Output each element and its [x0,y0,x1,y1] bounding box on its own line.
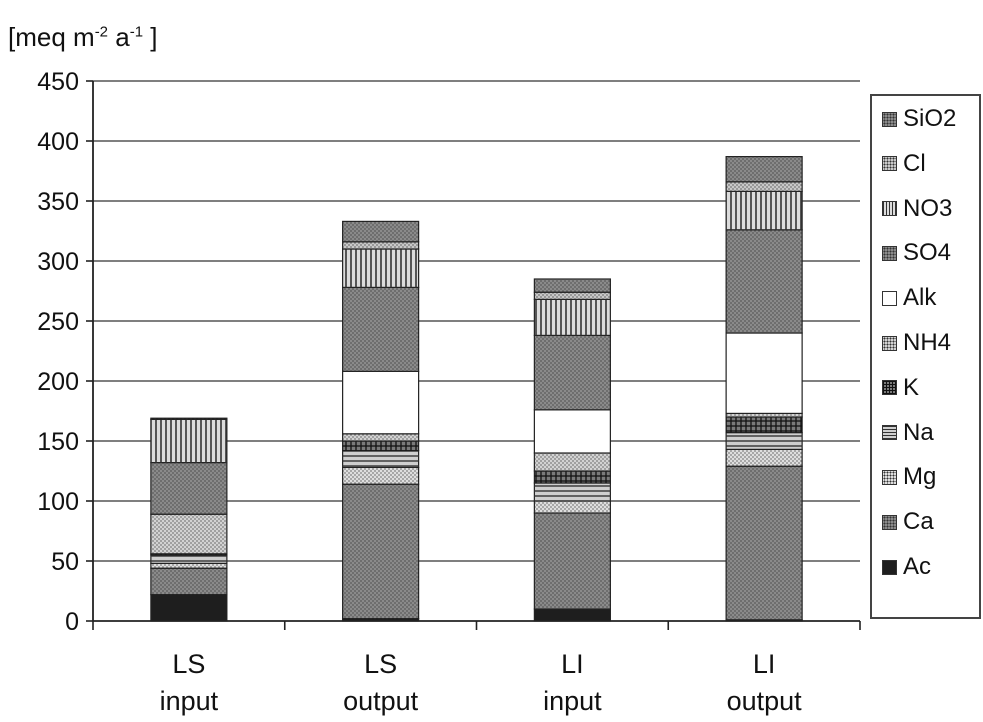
y-tick-label: 50 [51,548,79,576]
bar-segment-pattern [343,221,419,241]
legend-label: Na [903,419,934,447]
legend-swatch [882,112,897,127]
bar-segment-pattern [534,483,610,501]
bars [151,157,802,621]
legend-item: Cl [882,149,926,179]
y-tick-label: 200 [37,368,79,396]
bar-segment-pattern [534,299,610,335]
legend-swatch [882,560,897,575]
bar-segment-pattern [534,292,610,299]
bar-segment-pattern [151,514,227,554]
legend-item: Na [882,418,934,448]
bar-segment-pattern [534,501,610,513]
legend-swatch [882,246,897,261]
legend-swatch [882,291,897,306]
bar-segment-ac [151,595,227,621]
bar-segment-pattern [151,463,227,515]
x-tick-label: input [543,686,602,716]
x-tick-label: LS [364,649,397,679]
bar-segment-alk [726,333,802,413]
x-tick-label: LI [753,649,776,679]
x-tick-label: output [727,686,803,716]
legend-swatch [882,425,897,440]
y-tick-label: 250 [37,308,79,336]
legend-label: NO3 [903,195,952,223]
bar-segment-ac [534,609,610,621]
bar-segment-pattern [534,513,610,609]
bar-segment-pattern [726,417,802,433]
y-tick-label: 100 [37,488,79,516]
bar-segment-pattern [726,157,802,182]
legend-label: Ac [903,553,931,581]
legend-label: SiO2 [903,105,956,133]
bar-segment-pattern [534,279,610,292]
bar-segment-pattern [726,433,802,450]
bar-segment-pattern [343,451,419,468]
y-tick-label: 350 [37,188,79,216]
bar-segment-pattern [726,449,802,466]
legend-item: SiO2 [882,104,956,134]
legend-swatch [882,201,897,216]
x-tick-label: LS [172,649,205,679]
bar-segment-pattern [343,287,419,371]
legend-label: Cl [903,150,926,178]
bar-segment-pattern [343,484,419,618]
legend: SiO2 Cl NO3 SO4 Alk NH4 K Na Mg Ca Ac [870,94,981,619]
legend-swatch [882,156,897,171]
bar-segment-pattern [726,182,802,192]
legend-swatch [882,336,897,351]
bar-segment-pattern [726,466,802,620]
bar-segment-pattern [151,418,227,419]
bar-segment-pattern [343,434,419,441]
stacked-bar-chart: 0 50 100 150 200 250 300 350 400 450 LS input LS outp… [0,0,870,722]
y-tick-label: 300 [37,248,79,276]
legend-item: Alk [882,283,936,313]
legend-label: Alk [903,284,936,312]
legend-item: SO4 [882,238,951,268]
bar-segment-pattern [534,335,610,409]
legend-swatch [882,470,897,485]
bar-segment-alk [534,410,610,453]
bar-segment-pattern [726,230,802,333]
y-tick-label: 400 [37,128,79,156]
y-tick-label: 150 [37,428,79,456]
bar-segment-pattern [151,568,227,594]
bar-segment-pattern [343,249,419,287]
bar-segment-alk [343,371,419,433]
legend-swatch [882,515,897,530]
legend-item: NO3 [882,194,952,224]
legend-label: Ca [903,508,934,536]
y-tick-label: 450 [37,68,79,96]
bar-segment-pattern [151,555,227,563]
legend-label: SO4 [903,239,951,267]
x-tick-label: input [160,686,219,716]
bar-segment-pattern [534,471,610,483]
x-tick-label: LI [561,649,584,679]
x-tick-label: output [343,686,419,716]
legend-label: NH4 [903,329,951,357]
legend-label: K [903,374,919,402]
bar-segment-pattern [343,467,419,484]
bar-segment-pattern [343,441,419,451]
bar-segment-pattern [534,453,610,471]
legend-swatch [882,380,897,395]
y-tick-label: 0 [65,608,79,636]
legend-item: Mg [882,462,936,492]
legend-item: Ac [882,552,931,582]
legend-item: K [882,373,919,403]
legend-label: Mg [903,463,936,491]
legend-item: Ca [882,507,934,537]
legend-item: NH4 [882,328,951,358]
bar-segment-pattern [726,191,802,229]
bar-segment-pattern [151,563,227,568]
bar-segment-pattern [151,419,227,462]
bar-segment-pattern [343,242,419,249]
